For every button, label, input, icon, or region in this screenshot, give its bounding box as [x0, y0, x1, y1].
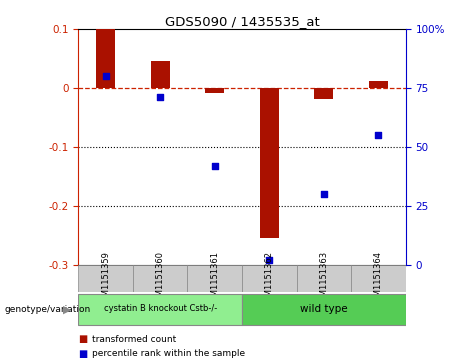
Bar — [78, 265, 133, 292]
Text: percentile rank within the sample: percentile rank within the sample — [92, 350, 245, 358]
Text: wild type: wild type — [300, 304, 348, 314]
Bar — [188, 265, 242, 292]
Point — [266, 257, 273, 263]
Text: genotype/variation: genotype/variation — [5, 305, 91, 314]
Bar — [133, 265, 188, 292]
Bar — [260, 88, 279, 238]
Point — [211, 163, 219, 169]
Text: GSM1151359: GSM1151359 — [101, 251, 110, 306]
Point — [157, 94, 164, 100]
Title: GDS5090 / 1435535_at: GDS5090 / 1435535_at — [165, 15, 319, 28]
Text: ▶: ▶ — [63, 305, 71, 314]
Text: ■: ■ — [78, 349, 88, 359]
Text: GSM1151363: GSM1151363 — [319, 250, 328, 307]
Text: cystatin B knockout Cstb-/-: cystatin B knockout Cstb-/- — [104, 304, 217, 313]
Text: ■: ■ — [78, 334, 88, 344]
Bar — [205, 88, 225, 93]
Bar — [96, 29, 115, 88]
Point — [375, 132, 382, 138]
Text: GSM1151361: GSM1151361 — [210, 250, 219, 307]
Bar — [242, 265, 296, 292]
Bar — [351, 265, 406, 292]
Bar — [314, 88, 333, 99]
Text: transformed count: transformed count — [92, 335, 177, 344]
Point — [102, 73, 109, 79]
Text: GSM1151364: GSM1151364 — [374, 250, 383, 307]
Bar — [242, 294, 406, 325]
Text: GSM1151360: GSM1151360 — [156, 250, 165, 307]
Bar — [78, 294, 242, 325]
Bar — [296, 265, 351, 292]
Bar — [151, 61, 170, 88]
Bar — [369, 81, 388, 88]
Point — [320, 191, 327, 197]
Text: GSM1151362: GSM1151362 — [265, 250, 274, 307]
